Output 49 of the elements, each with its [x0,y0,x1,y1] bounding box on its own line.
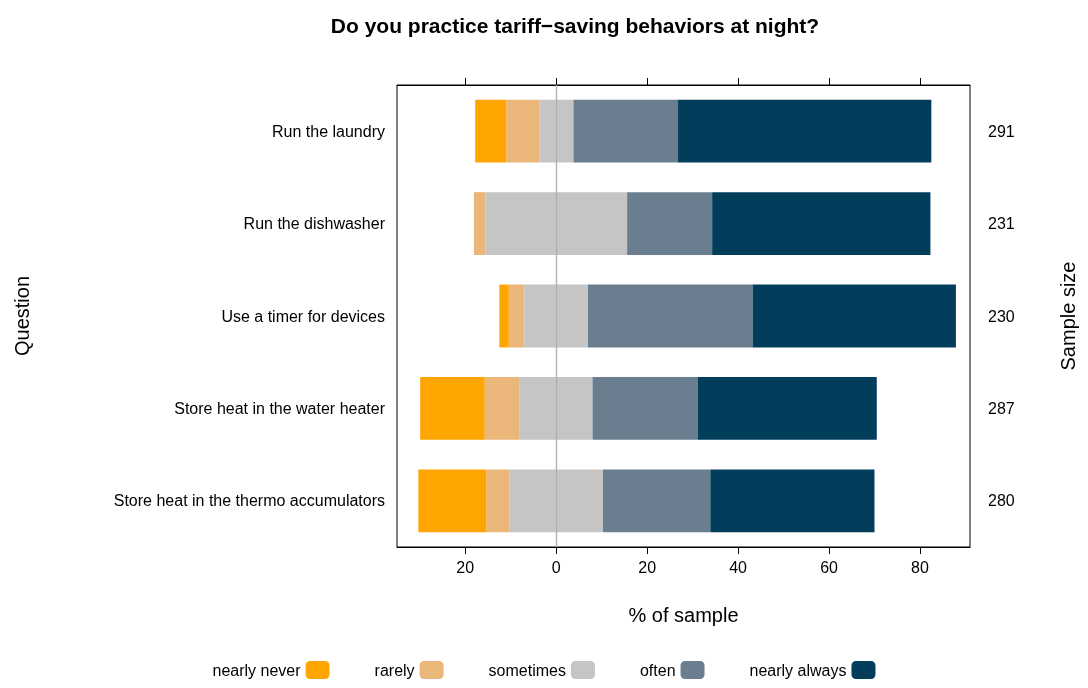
y-tick-label: Use a timer for devices [221,307,385,325]
bar [712,192,931,256]
bar [509,469,604,533]
bar [473,192,486,256]
bar [519,376,593,440]
x-tick-label: 20 [638,558,657,576]
x-tick-label: 40 [729,558,748,576]
y-tick-label: Store heat in the water heater [174,399,386,417]
bar [499,284,509,348]
bar [418,469,487,533]
bar [752,284,956,348]
bar [485,192,628,256]
bar [475,99,507,163]
y-tick-label: Store heat in the thermo accumulators [113,492,385,510]
legend-label: rarely [374,661,415,679]
bar [588,284,753,348]
legend-label: sometimes [488,661,566,679]
chart-title: Do you practice tariff−saving behaviors at night? [330,14,820,37]
bar [627,192,713,256]
bar [592,376,698,440]
x-tick-label: 60 [820,558,839,576]
bar [506,99,540,163]
y2-tick-label: 287 [988,399,1015,417]
bar [678,99,932,163]
legend-label: nearly always [749,661,847,679]
bar [603,469,711,533]
y-tick-label: Run the dishwasher [243,215,386,233]
y-tick-label: Run the laundry [272,122,385,140]
bar [573,99,679,163]
y2-axis-title: Sample size [1057,261,1079,371]
y-axis-title: Question [11,275,33,357]
y2-tick-label: 230 [988,307,1015,325]
bar [484,376,520,440]
bar [508,284,525,348]
y2-tick-label: 291 [988,122,1015,140]
bar [486,469,510,533]
bar [420,376,485,440]
bar [710,469,875,533]
legend-label: often [639,661,676,679]
x-axis-title: % of sample [628,604,739,626]
bar [539,99,574,163]
x-tick-label: 80 [911,558,929,576]
bar [524,284,588,348]
x-tick-label: 20 [456,558,475,576]
x-tick-label: 0 [551,558,561,576]
bar [697,376,877,440]
legend-label: nearly never [212,661,302,679]
y2-tick-label: 231 [988,215,1015,233]
y2-tick-label: 280 [988,492,1015,510]
